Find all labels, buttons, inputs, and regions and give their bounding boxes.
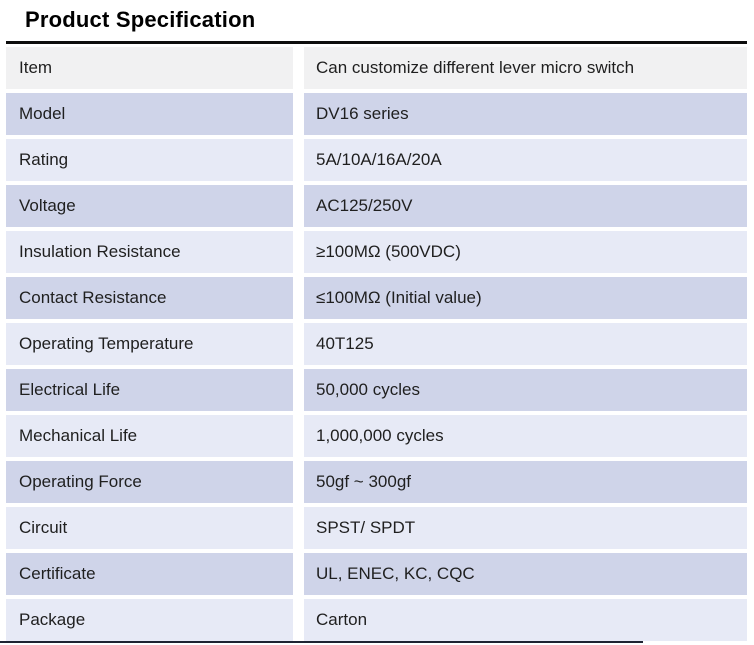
table-bottom-border [0,641,643,643]
spec-row-value: DV16 series [304,93,747,135]
spec-row-label: Electrical Life [6,369,293,411]
spec-table-row: Contact Resistance ≤100MΩ (Initial value… [6,277,747,319]
spec-table-row: Model DV16 series [6,93,747,135]
spec-table-row: Operating Force 50gf ~ 300gf [6,461,747,503]
spec-table-row: Circuit SPST/ SPDT [6,507,747,549]
spec-row-value: 50,000 cycles [304,369,747,411]
spec-row-value: 40T125 [304,323,747,365]
spec-row-value: Can customize different lever micro swit… [304,47,747,89]
spec-row-value: 1,000,000 cycles [304,415,747,457]
spec-table-row: Voltage AC125/250V [6,185,747,227]
spec-row-label: Operating Temperature [6,323,293,365]
spec-table-row: Rating 5A/10A/16A/20A [6,139,747,181]
page-title: Product Specification [25,7,256,32]
spec-table-row: Item Can customize different lever micro… [6,47,747,89]
spec-row-label: Certificate [6,553,293,595]
product-spec-table: Item Can customize different lever micro… [6,41,747,645]
spec-row-value: UL, ENEC, KC, CQC [304,553,747,595]
spec-row-value: ≤100MΩ (Initial value) [304,277,747,319]
spec-row-value: 5A/10A/16A/20A [304,139,747,181]
spec-row-label: Insulation Resistance [6,231,293,273]
spec-row-label: Operating Force [6,461,293,503]
spec-row-value: Carton [304,599,747,641]
spec-table-row: Insulation Resistance ≥100MΩ (500VDC) [6,231,747,273]
spec-row-label: Package [6,599,293,641]
spec-row-value: SPST/ SPDT [304,507,747,549]
spec-row-label: Contact Resistance [6,277,293,319]
spec-row-label: Rating [6,139,293,181]
spec-table-row: Certificate UL, ENEC, KC, CQC [6,553,747,595]
spec-table-row: Operating Temperature 40T125 [6,323,747,365]
spec-row-label: Mechanical Life [6,415,293,457]
spec-row-value: AC125/250V [304,185,747,227]
spec-table-row: Electrical Life 50,000 cycles [6,369,747,411]
spec-row-label: Item [6,47,293,89]
spec-table-row: Package Carton [6,599,747,641]
spec-row-label: Circuit [6,507,293,549]
spec-row-label: Model [6,93,293,135]
spec-row-value: 50gf ~ 300gf [304,461,747,503]
spec-row-label: Voltage [6,185,293,227]
spec-table-row: Mechanical Life 1,000,000 cycles [6,415,747,457]
spec-row-value: ≥100MΩ (500VDC) [304,231,747,273]
